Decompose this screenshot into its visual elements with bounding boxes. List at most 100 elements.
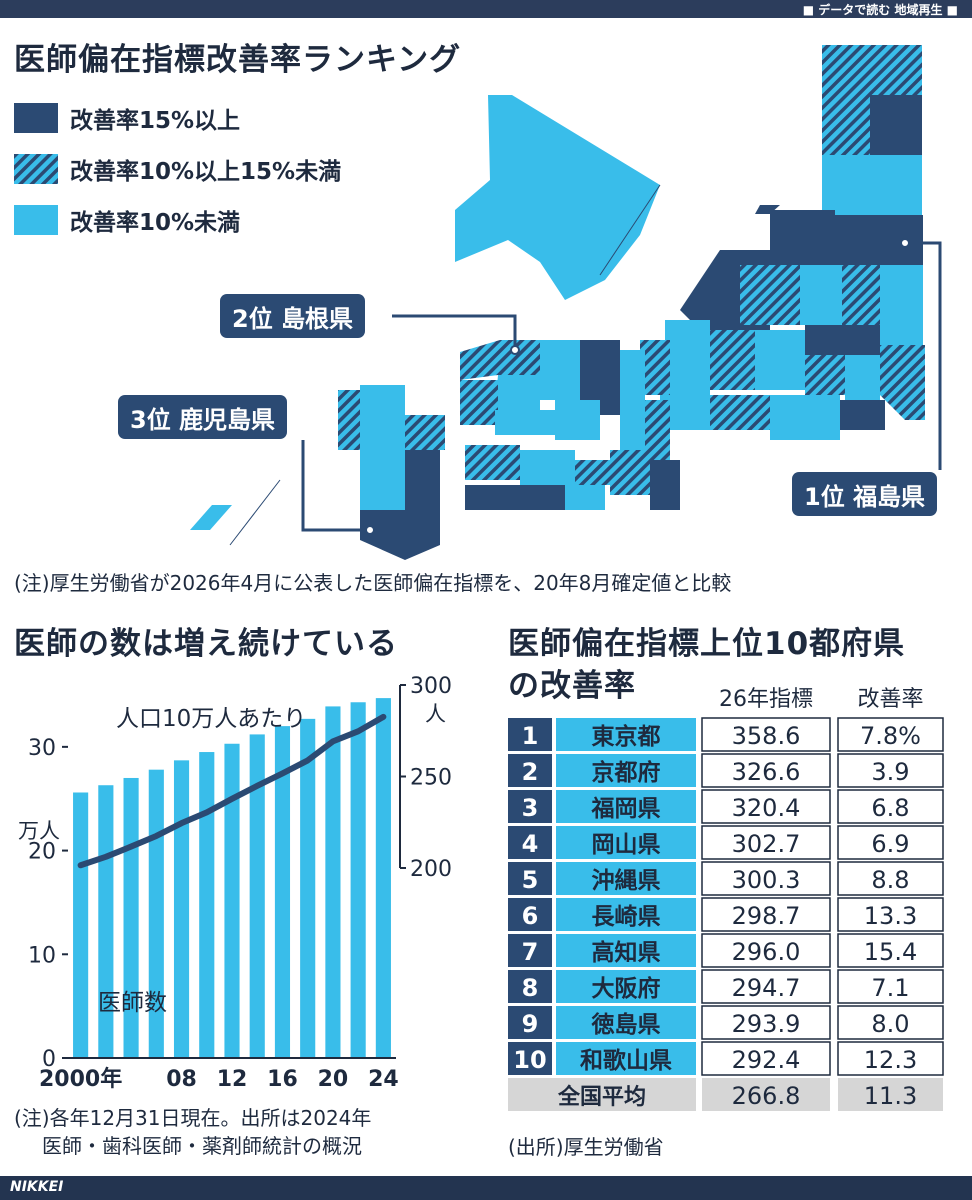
index-cell [701,1041,831,1076]
rank-cell [508,718,552,751]
left-tick-label: 20 [28,840,56,865]
x-tick-label: 20 [318,1067,349,1092]
pref-name: 和歌山県 [580,1047,672,1074]
bar-doctor-count [148,769,164,1058]
callout-pref: 福島県 [853,482,926,511]
fukushima-region [835,215,923,265]
pref-cell [556,934,696,967]
table-title-line2: の改善率 [508,668,636,704]
callout-rank: 3位 [130,405,171,434]
pref-name: 京都府 [592,759,661,786]
table-source: (出所)厚生労働省 [508,1135,664,1159]
average-index-cell [702,1078,830,1111]
index-value: 300.3 [732,866,801,894]
average-label-cell [508,1078,696,1111]
pref-name: 長崎県 [592,904,661,930]
left-axis-unit: 万人 [18,819,60,843]
rate-value: 15.4 [864,938,917,966]
rate-cell [837,825,944,860]
top-bar: ■ データで読む 地域再生 ■ [0,0,972,18]
rate-cell [837,861,944,896]
rate-cell [837,1005,944,1040]
bar-series-label: 医師数 [98,990,167,1016]
index-cell [701,1005,831,1040]
footer-bar: NIKKEI [0,1176,972,1200]
legend-item-under10: 改善率10%未満 [14,203,240,237]
line-per-100k [77,713,387,869]
chart-note-1: (注)各年12月31日現在。出所は2024年 [14,1106,372,1130]
rank-cell [508,754,552,787]
index-cell [701,861,831,896]
map-note: (注)厚生労働省が2026年4月に公表した医師偏在指標を、20年8月確定値と比較 [14,571,732,595]
index-cell [701,897,831,932]
index-cell [701,969,831,1004]
index-value: 326.6 [732,758,801,786]
bar-doctor-count [98,785,114,1058]
right-tick-label: 300 [410,674,452,699]
legend-swatch-hatched [14,154,58,184]
rate-cell [837,1041,944,1076]
index-value: 293.9 [732,1010,801,1038]
index-cell [701,717,831,752]
chart-title: 医師の数は増え続けている [14,626,398,662]
pref-cell [556,826,696,859]
pref-name: 高知県 [592,939,661,966]
rank-number: 9 [522,1010,539,1038]
callout-fukushima: 1位 福島県 [792,472,938,516]
pref-cell [556,790,696,823]
index-cell [701,933,831,968]
rank-number: 5 [522,866,539,894]
callout-rank: 1位 [804,482,845,511]
index-value: 358.6 [732,722,801,750]
rate-value: 6.9 [871,830,909,858]
chart-note-2: 医師・歯科医師・薬剤師統計の概況 [42,1134,362,1158]
right-axis-unit: 人 [425,702,446,726]
rank-cell [508,862,552,895]
rank-cell [508,1006,552,1039]
legend-item-10to15: 改善率10%以上15%未満 [14,152,341,186]
rank-number: 6 [522,902,539,930]
bar-doctor-count [274,726,291,1058]
pref-cell [556,970,696,1003]
rank-number: 7 [522,938,539,966]
index-cell [701,825,831,860]
rank-number: 8 [522,974,539,1002]
pref-cell [556,1042,696,1075]
pref-cell [556,898,696,931]
rate-value: 13.3 [864,902,917,930]
col-header-index: 26年指標 [719,687,813,712]
rate-value: 12.3 [864,1046,917,1074]
legend-swatch-dark [14,103,58,133]
rank-number: 3 [522,794,539,822]
rate-value: 6.8 [871,794,909,822]
bar-doctor-count [300,718,316,1058]
callout-kagoshima: 3位 鹿児島県 [118,395,288,439]
right-tick-label: 250 [410,766,452,791]
left-tick-label: 0 [42,1047,56,1072]
left-tick-label: 30 [28,736,56,761]
x-tick-label: 24 [368,1067,399,1092]
average-rate-cell [838,1078,943,1111]
left-tick-label: 10 [28,943,56,968]
legend-label: 改善率10%以上15%未満 [70,159,342,185]
kagoshima-region [360,510,440,560]
rate-value: 8.8 [871,866,909,894]
rank-cell [508,826,552,859]
rank-cell [508,1042,552,1075]
x-tick-label: 12 [217,1067,248,1092]
bar-doctor-count [199,752,215,1058]
rank-number: 1 [522,722,539,750]
bar-doctor-count [249,734,265,1058]
index-value: 298.7 [732,902,801,930]
pref-name: 大阪府 [592,975,661,1002]
rank-cell [508,970,552,1003]
index-value: 302.7 [732,830,801,858]
pref-cell [556,754,696,787]
bar-doctor-count [73,792,89,1058]
pref-name: 沖縄県 [592,868,661,894]
rank-cell [508,934,552,967]
series-label: ■ データで読む 地域再生 ■ [802,3,958,17]
index-value: 320.4 [732,794,801,822]
rate-cell [837,897,944,932]
